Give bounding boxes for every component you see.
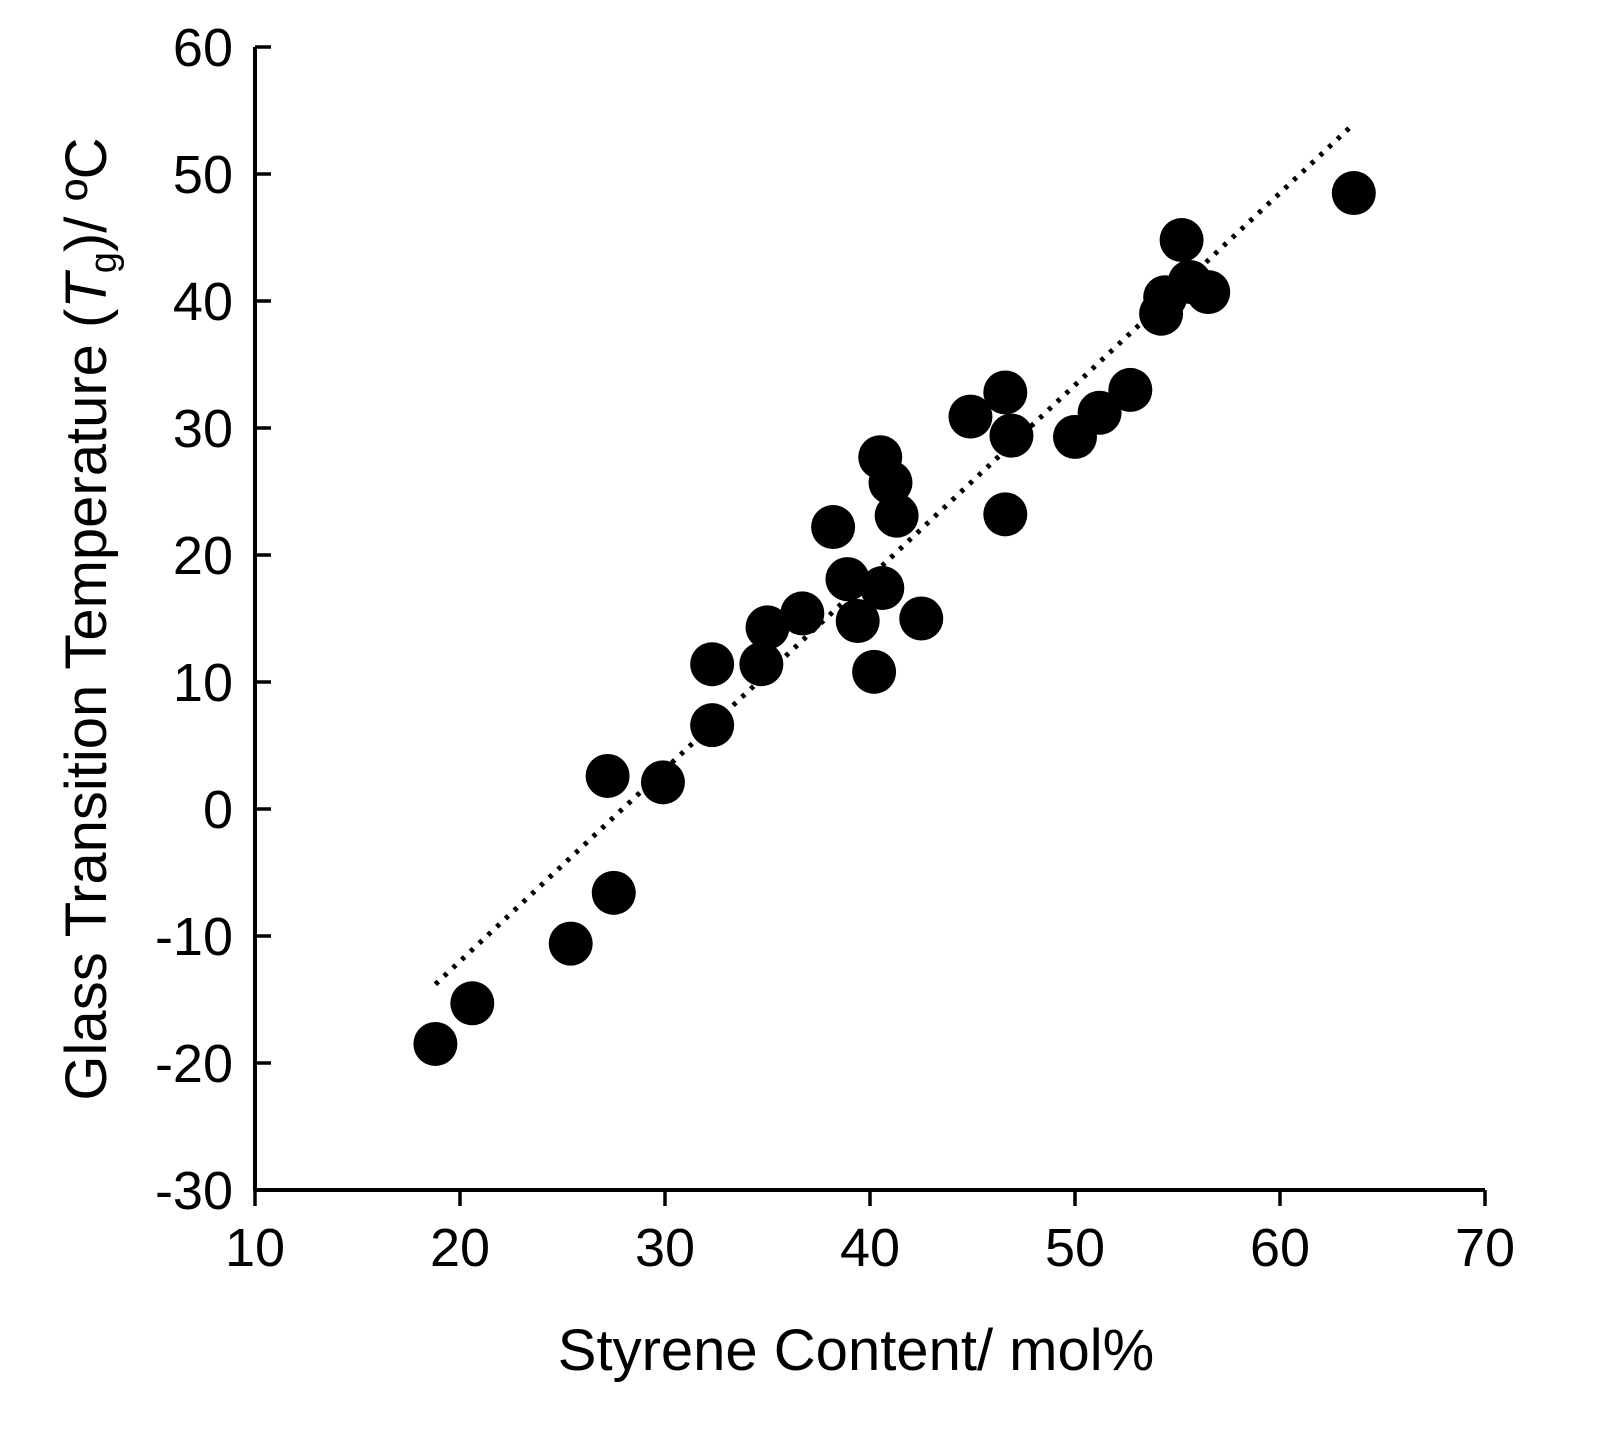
- y-axis-title-subscript: g: [83, 252, 125, 273]
- y-tick-label: 60: [173, 18, 233, 78]
- y-tick-label: -30: [155, 1161, 233, 1221]
- data-point: [1108, 367, 1153, 412]
- data-point: [835, 599, 880, 644]
- tick-labels: -30 -20 -10 0 10 20 30 40 50 60 10 20 30 40 50 60 70: [155, 18, 1515, 1278]
- data-point: [690, 703, 735, 748]
- y-axis-title-suffix: )/ ºC: [54, 137, 119, 252]
- data-point: [868, 460, 913, 505]
- y-axis-title: Glass Transition Temperature (Tg)/ ºC: [54, 137, 125, 1100]
- data-point: [780, 591, 825, 636]
- trendline: [433, 123, 1354, 987]
- y-tick-label: 0: [203, 780, 233, 840]
- x-tick-label: 40: [840, 1218, 900, 1278]
- y-tick-label: -10: [155, 907, 233, 967]
- data-point: [690, 642, 735, 687]
- data-point: [413, 1021, 458, 1066]
- data-point: [450, 981, 495, 1026]
- y-axis-title-symbol: T: [54, 270, 119, 309]
- data-point: [640, 760, 685, 805]
- data-point: [585, 753, 630, 798]
- data-point: [1159, 218, 1204, 263]
- data-point: [591, 870, 636, 915]
- y-tick-label: 30: [173, 399, 233, 459]
- data-point: [1077, 390, 1122, 435]
- data-point: [860, 566, 905, 611]
- data-point: [899, 596, 944, 641]
- y-tick-label: 20: [173, 526, 233, 586]
- data-point: [811, 505, 856, 550]
- y-axis-title-prefix: Glass Transition Temperature (: [54, 309, 119, 1101]
- points-layer: [413, 171, 1376, 1066]
- x-axis-title: Styrene Content/ mol%: [558, 1318, 1154, 1383]
- data-point: [739, 642, 784, 687]
- axes: [253, 45, 1487, 1206]
- data-point: [548, 921, 593, 966]
- data-point: [874, 493, 919, 538]
- x-tick-label: 30: [635, 1218, 695, 1278]
- x-tick-label: 50: [1045, 1218, 1105, 1278]
- y-tick-label: 40: [173, 272, 233, 332]
- x-tick-label: 10: [225, 1218, 285, 1278]
- data-point: [852, 649, 897, 694]
- data-point: [745, 605, 790, 650]
- data-point: [983, 492, 1028, 537]
- trendline-layer: [433, 123, 1354, 987]
- x-tick-label: 70: [1455, 1218, 1515, 1278]
- x-tick-label: 60: [1250, 1218, 1310, 1278]
- data-point: [825, 557, 870, 602]
- data-point: [948, 394, 993, 439]
- x-tick-label: 20: [430, 1218, 490, 1278]
- y-tick-label: 50: [173, 145, 233, 205]
- data-point: [1186, 270, 1231, 315]
- data-point: [983, 370, 1028, 415]
- data-point: [1331, 171, 1376, 216]
- data-point: [989, 413, 1034, 458]
- y-tick-label: 10: [173, 653, 233, 713]
- y-tick-label: -20: [155, 1034, 233, 1094]
